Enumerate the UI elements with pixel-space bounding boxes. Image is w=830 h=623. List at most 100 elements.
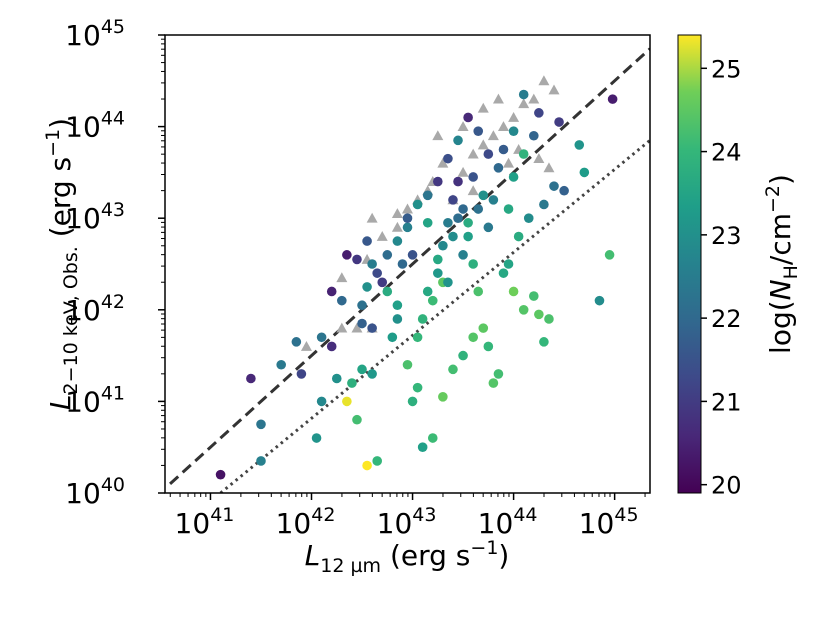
detection-point <box>574 140 585 150</box>
cbar-label-N: N <box>764 279 797 300</box>
y-tick-label: 1045 <box>65 16 125 52</box>
reference-lines <box>169 47 650 493</box>
cbar-label-close: ) <box>764 174 797 185</box>
detection-point <box>316 332 327 343</box>
detection-point <box>463 217 473 228</box>
detection-point <box>342 396 352 407</box>
detection-point <box>579 167 590 178</box>
colorbar-tick-label: 24 <box>711 139 742 167</box>
x-tick-label: 1043 <box>377 504 437 540</box>
upper-limit-point <box>538 75 550 86</box>
colorbar-label: log(NH/cm−2) <box>762 174 802 354</box>
colorbar-tick-label: 25 <box>711 55 742 83</box>
detection-point <box>453 213 463 223</box>
detection-point <box>412 199 423 210</box>
upper-limit-point <box>533 153 545 164</box>
detection-point <box>352 254 362 265</box>
detection-point <box>594 295 605 306</box>
detection-point <box>326 286 337 297</box>
colorbar-ticks: 20 21 22 23 24 25 <box>701 55 742 500</box>
detection-point <box>291 337 302 347</box>
upper-limit-point <box>497 121 509 131</box>
upper-limit-point <box>508 111 520 122</box>
detection-point <box>316 396 327 407</box>
detection-point <box>362 460 372 471</box>
upper-limit-point <box>492 93 504 104</box>
upper-limit-point <box>543 162 555 173</box>
detection-point <box>397 259 408 269</box>
detection-point <box>549 181 559 191</box>
x-tick-label: 1044 <box>478 504 538 540</box>
detection-point <box>458 350 468 361</box>
detection-point <box>483 222 494 233</box>
cbar-label-exp: −2 <box>762 185 784 213</box>
x-label-L: L <box>305 539 321 572</box>
detection-point <box>422 286 433 297</box>
detection-markers <box>215 89 618 480</box>
y-label-close: ) <box>44 118 77 129</box>
detection-point <box>498 144 509 155</box>
detection-point <box>347 378 357 388</box>
detection-point <box>311 433 322 443</box>
upper-limit-point <box>518 98 530 109</box>
detection-point <box>377 277 388 288</box>
detection-point <box>392 236 403 246</box>
colorbar-gradient <box>677 34 702 494</box>
detection-point <box>513 231 524 242</box>
cbar-label-unit: /cm <box>764 213 797 265</box>
upper-limit-point <box>467 185 479 196</box>
upper-limit-point <box>487 130 499 141</box>
x-label-exp: −1 <box>470 537 498 559</box>
detection-point <box>256 456 266 466</box>
detection-point <box>483 149 494 159</box>
detection-point <box>529 130 539 141</box>
detection-point <box>362 282 372 292</box>
upper-limit-point <box>457 166 469 177</box>
detection-point <box>402 222 413 233</box>
x-tick-label: 1045 <box>579 504 639 540</box>
detection-point <box>367 323 377 333</box>
detection-point <box>478 190 489 201</box>
plot-area <box>164 34 651 494</box>
detection-point <box>412 382 423 393</box>
detection-point <box>438 392 448 402</box>
detection-point <box>392 300 403 311</box>
upper-limit-point <box>402 203 413 214</box>
detection-point <box>534 108 544 118</box>
y-tick-label: 1044 <box>65 108 125 144</box>
upper-limit-point <box>366 212 378 223</box>
y-label-sub: 2−10 keV, Obs. <box>60 246 82 394</box>
detection-point <box>387 332 398 343</box>
upper-limit-point <box>548 84 560 95</box>
y-tick-label: 1040 <box>65 474 125 510</box>
detection-point <box>453 135 463 146</box>
detection-point <box>427 295 438 306</box>
y-label-unit: (erg s <box>44 157 77 246</box>
upper-limit-point <box>432 130 444 141</box>
detection-point <box>468 172 478 182</box>
detection-point <box>402 359 413 370</box>
detection-point <box>326 341 337 352</box>
upper-limit-point <box>477 139 489 150</box>
colorbar-tick-label: 22 <box>711 305 742 333</box>
detection-point <box>539 199 549 210</box>
upper-limit-point <box>336 272 348 283</box>
upper-limit-point <box>351 322 363 333</box>
detection-point <box>362 236 372 246</box>
detection-point <box>433 254 443 265</box>
upper-limit-point <box>457 121 469 131</box>
detection-point <box>539 337 549 347</box>
colorbar-tick-label: 23 <box>711 222 742 250</box>
x-axis-ticks: 1041 1042 1043 1044 1045 <box>169 493 646 540</box>
detection-point <box>483 341 494 352</box>
y-tick-label: 1043 <box>65 199 125 235</box>
detection-point <box>433 268 443 278</box>
detection-point <box>518 305 529 315</box>
detection-point <box>372 268 382 278</box>
colorbar-tick-label: 21 <box>711 388 742 416</box>
detection-point <box>382 286 393 297</box>
detection-point <box>367 259 377 269</box>
upper-limit-point <box>391 208 403 219</box>
colorbar-tick-label: 20 <box>711 472 742 500</box>
